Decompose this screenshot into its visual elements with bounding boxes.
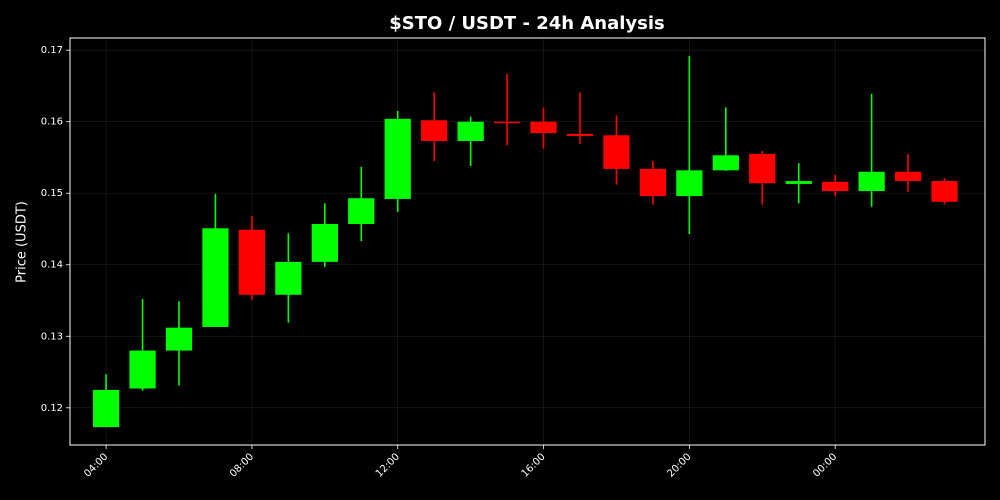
plot-frame: [69, 37, 986, 446]
candle-body: [457, 121, 484, 142]
candle-body: [676, 170, 703, 197]
candle-body: [384, 118, 411, 199]
y-tick-label: 0.13: [41, 331, 63, 342]
candle-body: [92, 389, 120, 428]
y-tick-label: 0.16: [41, 117, 63, 128]
candle-body: [202, 228, 229, 327]
chart-title: $STO / USDT - 24h Analysis: [389, 13, 665, 34]
candle-body: [749, 153, 776, 184]
candle-body: [275, 261, 302, 295]
y-tick-label: 0.15: [41, 188, 63, 199]
candle-body: [530, 121, 557, 134]
candle-body: [311, 223, 338, 262]
y-tick-label: 0.17: [41, 45, 63, 56]
candle-body: [129, 350, 156, 389]
candle-body: [639, 168, 667, 197]
y-axis-label: Price (USDT): [15, 201, 30, 283]
candle-body: [603, 135, 630, 169]
y-tick-label: 0.12: [41, 403, 63, 414]
candle-body: [931, 181, 958, 202]
candle-body: [493, 121, 521, 124]
y-tick-label: 0.14: [41, 260, 63, 271]
candle-body: [894, 171, 922, 182]
candle-body: [348, 198, 375, 224]
candle-body: [165, 327, 193, 351]
candle-body: [785, 181, 812, 184]
candle-body: [421, 120, 448, 142]
candle-body: [822, 181, 849, 192]
candle-body: [238, 229, 266, 295]
candle-body: [566, 133, 594, 136]
candle-body: [712, 155, 739, 171]
candle-body: [858, 171, 885, 192]
